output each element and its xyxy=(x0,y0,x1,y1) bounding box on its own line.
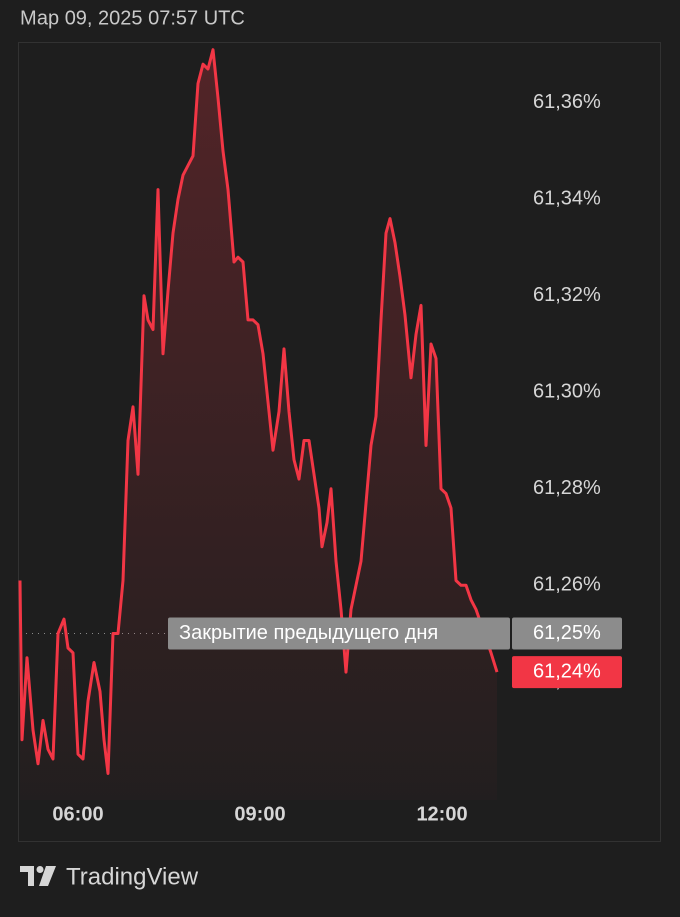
x-tick-label: 09:00 xyxy=(234,803,285,825)
y-tick-label: 61,36% xyxy=(533,91,601,113)
chart-header: Мар 09, 2025 07:57 UTC xyxy=(20,7,245,29)
x-tick-label: 06:00 xyxy=(52,803,103,825)
previous-close-value-box xyxy=(512,617,622,650)
line xyxy=(18,48,499,775)
previous-close-text: Закрытие предыдущего дня xyxy=(179,622,438,644)
brand-logo xyxy=(20,866,56,886)
previous-close-value: 61,25% xyxy=(533,622,601,644)
y-tick-label: 61,32% xyxy=(533,284,601,306)
y-tick-label: 61,26% xyxy=(533,574,601,596)
y-tick-label: 61,34% xyxy=(533,188,601,210)
x-tick-label: 12:00 xyxy=(416,803,467,825)
last-value-box xyxy=(512,656,622,689)
area-fill xyxy=(20,49,497,800)
previous-close-box xyxy=(168,617,510,650)
y-tick-label: 61,28% xyxy=(533,477,601,499)
y-tick-label: 61,30% xyxy=(533,381,601,403)
brand-name: TradingView xyxy=(66,863,199,890)
plot-area: 61,24% 61,26% 61,28% 61,30% 61,32% 61,34% 61,3… xyxy=(18,48,622,825)
last-value-label: 61,24% xyxy=(533,660,601,682)
